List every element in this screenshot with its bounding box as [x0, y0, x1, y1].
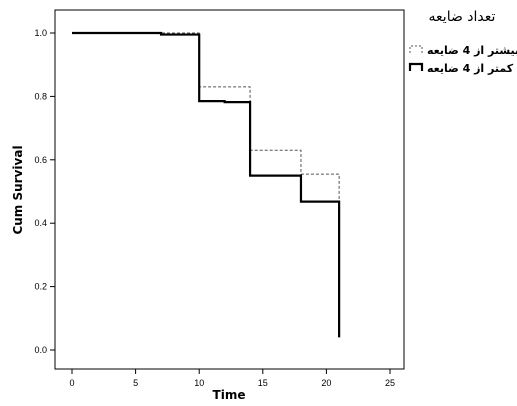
y-tick-label: 0.6: [34, 155, 47, 165]
plot-area: [54, 9, 405, 370]
y-tick-label: 0.8: [34, 91, 47, 101]
x-tick-label: 15: [258, 378, 268, 388]
x-tick-label: 10: [194, 378, 204, 388]
series-line-1: [72, 32, 340, 206]
legend-label-series-2: کمتر از 4 ضایعه: [427, 62, 514, 75]
x-tick-label: 5: [133, 378, 138, 388]
y-tick-label: 0.2: [34, 282, 47, 292]
legend: تعداد ضایعه بیشتر از 4 ضایعه کمتر از 4 ض…: [408, 9, 517, 75]
x-axis-title: Time: [213, 388, 246, 402]
x-tick-label: 20: [321, 378, 331, 388]
y-axis-title: Cum Survival: [11, 145, 25, 234]
x-tick-label: 0: [69, 378, 74, 388]
legend-swatch-series-1: [409, 45, 423, 53]
y-tick-label: 0.0: [34, 345, 47, 355]
x-tick-label: 25: [385, 378, 395, 388]
legend-title: تعداد ضایعه: [429, 9, 496, 25]
legend-label-series-1: بیشتر از 4 ضایعه: [427, 44, 517, 57]
series-line-2: [72, 31, 341, 338]
series-layer: [72, 31, 341, 338]
y-axis: 0.0 0.2 0.4 0.6 0.8 1.0: [34, 28, 56, 355]
y-tick-label: 1.0: [34, 28, 47, 38]
legend-swatch-series-2: [408, 62, 424, 71]
x-axis: 0 5 10 15 20 25: [69, 368, 395, 388]
y-tick-label: 0.4: [34, 218, 47, 228]
